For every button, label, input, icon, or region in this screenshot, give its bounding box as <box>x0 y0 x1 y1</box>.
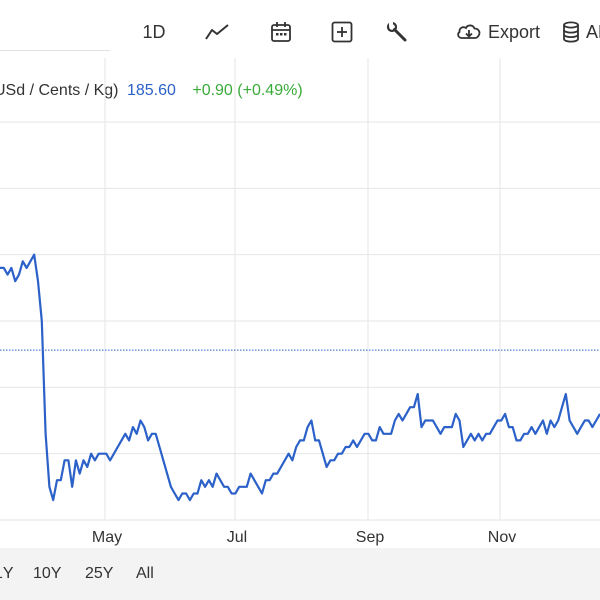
add-indicator-button[interactable] <box>328 14 356 50</box>
price-chart: May Jul Sep Nov <box>0 58 600 546</box>
interval-label: 1D <box>142 21 166 42</box>
line-chart-button[interactable] <box>200 14 234 50</box>
last-price: 185.60 <box>126 82 176 99</box>
cloud-download-icon <box>457 24 481 39</box>
unit-label: USd / Cents / Kg) <box>0 82 119 99</box>
toolbar-divider <box>0 50 110 51</box>
line-chart-icon <box>205 24 229 40</box>
export-label: Export <box>487 21 540 42</box>
range-button-25y[interactable]: 25Y <box>85 565 114 582</box>
interval-button[interactable]: 1D <box>136 14 172 50</box>
x-tick-label: May <box>92 529 122 546</box>
range-button-all[interactable]: All <box>136 565 154 582</box>
range-selector: 1Y 10Y 25Y All <box>0 548 600 600</box>
wrench-icon <box>386 21 407 42</box>
range-button-1y[interactable]: 1Y <box>0 565 14 582</box>
x-tick-label: Nov <box>488 529 516 546</box>
settings-button[interactable] <box>384 14 410 50</box>
database-icon <box>563 21 579 43</box>
chart-toolbar: 1D <box>0 0 600 64</box>
export-button[interactable]: Export <box>456 14 540 50</box>
add-indicator-icon <box>331 21 353 43</box>
range-button-10y[interactable]: 10Y <box>33 565 62 582</box>
price-series-line <box>0 253 600 502</box>
calendar-icon <box>271 22 291 42</box>
quote-line: USd / Cents / Kg) 185.60 +0.90 (+0.49%) <box>0 82 303 100</box>
api-button[interactable]: API <box>562 14 600 50</box>
x-tick-label: Jul <box>227 529 247 546</box>
date-range-button[interactable] <box>266 14 296 50</box>
price-change: +0.90 (+0.49%) <box>192 82 303 99</box>
api-label: API <box>586 21 600 42</box>
x-tick-label: Sep <box>356 529 385 546</box>
